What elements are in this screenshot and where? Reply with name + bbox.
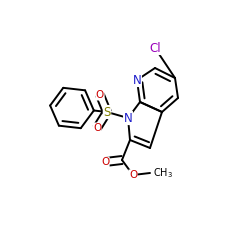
Text: N: N — [124, 112, 132, 124]
Text: S: S — [103, 106, 111, 118]
Text: O: O — [129, 170, 137, 180]
Text: O: O — [96, 90, 104, 100]
Text: O: O — [93, 123, 101, 133]
Text: CH$_3$: CH$_3$ — [153, 166, 173, 180]
Text: N: N — [132, 74, 141, 86]
Text: Cl: Cl — [149, 42, 161, 54]
Text: O: O — [101, 157, 109, 167]
